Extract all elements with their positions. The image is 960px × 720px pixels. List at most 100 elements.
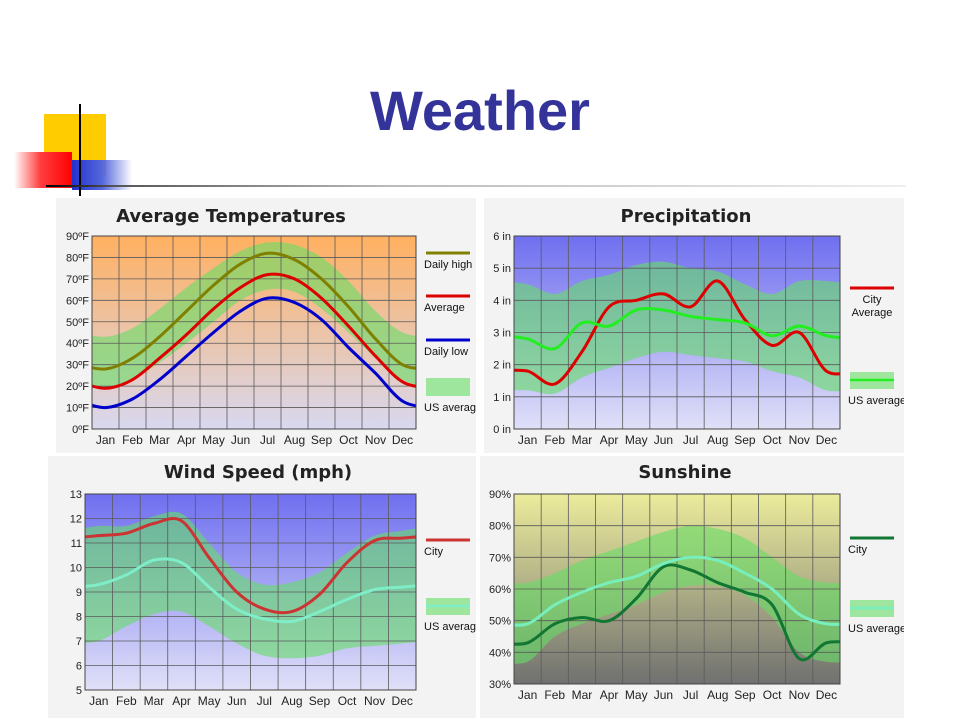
series-line-us-average	[514, 307, 840, 351]
series-point-daily-high	[185, 309, 188, 313]
x-tick-label: May	[625, 688, 648, 702]
series-point-us-average	[553, 603, 557, 607]
series-point-us-average	[607, 324, 611, 328]
x-tick-label: May	[198, 694, 221, 708]
series-line-us-average	[85, 557, 416, 624]
series-point-city	[235, 590, 239, 594]
legend-label: Daily low	[424, 346, 468, 358]
panel-sunshine: Sunshine 30% 40% 50% 60% 70% 80% 90% Jan Feb Mar Ap…	[480, 456, 904, 718]
x-tick-label: Nov	[365, 433, 386, 447]
series-point-us-average	[797, 612, 801, 616]
series-point-us-average	[689, 315, 692, 318]
y-tick-label: 70%	[489, 552, 511, 564]
plot-area	[85, 494, 416, 690]
series-point-city	[97, 534, 101, 538]
series-point-average	[158, 356, 161, 360]
x-tick-label: Jun	[654, 688, 673, 702]
x-tick-label: Jan	[96, 433, 115, 447]
series-point-daily-low	[104, 406, 107, 409]
series-point-daily-low	[401, 399, 404, 403]
y-tick-label: 10	[70, 563, 82, 575]
series-point-city-average	[689, 305, 692, 309]
series-point-daily-low	[131, 397, 134, 401]
series-point-city-average	[580, 350, 584, 354]
series-point-daily-high	[104, 367, 107, 371]
series-point-city-average	[743, 318, 747, 322]
x-tick-label: Jan	[518, 688, 537, 702]
series-point-average	[131, 378, 134, 382]
series-point-daily-high	[347, 305, 350, 309]
series-point-daily-low	[158, 378, 161, 382]
x-tick-label: Jun	[227, 694, 246, 708]
y-tick-label: 80%	[489, 521, 511, 533]
series-point-city	[345, 561, 349, 564]
series-line-average	[92, 272, 416, 390]
series-line-city-average	[514, 279, 840, 386]
series-point-us-average	[345, 597, 349, 601]
series-point-daily-high	[212, 283, 215, 287]
series-point-city	[400, 536, 404, 540]
series-point-us-average	[400, 585, 404, 589]
series-point-daily-low	[374, 371, 377, 375]
series-point-daily-high	[374, 337, 377, 341]
series-point-us-average	[235, 607, 239, 611]
panel-precipitation: Precipitation 0 in 1 in 2 in 3 in 4 in 5 in 6 i…	[484, 198, 904, 453]
x-tick-label: Nov	[789, 688, 810, 702]
y-tick-label: 30%	[489, 679, 511, 691]
series-point-city	[180, 519, 183, 523]
series-point-city-average	[607, 305, 611, 309]
series-point-us-average	[716, 559, 720, 562]
series-point-city	[634, 597, 638, 600]
y-tick-label: 90ºF	[66, 231, 89, 243]
y-tick-label: 3 in	[493, 328, 511, 340]
series-point-us-average	[580, 590, 584, 594]
series-point-city-average	[770, 343, 774, 347]
x-tick-label: Apr	[172, 694, 191, 708]
decor-vertical-line	[79, 104, 81, 196]
legend-label: Average	[424, 302, 465, 314]
y-tick-label: 60ºF	[66, 295, 89, 307]
x-tick-label: Feb	[544, 433, 565, 447]
series-point-average	[347, 324, 350, 328]
x-tick-label: Sep	[311, 433, 333, 447]
plot-frame	[84, 493, 417, 691]
y-tick-label: 20ºF	[66, 381, 89, 393]
chart-title: Sunshine	[638, 462, 731, 483]
legend-label: Average	[852, 307, 893, 319]
series-point-city	[743, 590, 747, 594]
series-point-us-average	[152, 558, 156, 562]
series-point-us-average	[662, 562, 665, 566]
x-tick-label: Jul	[683, 433, 698, 447]
x-tick-label: Aug	[281, 694, 302, 708]
x-tick-label: Nov	[364, 694, 385, 708]
series-point-daily-high	[158, 335, 161, 339]
slide-title: Weather	[370, 79, 590, 142]
legend-label: US average	[848, 623, 904, 635]
chart-title: Average Temperatures	[116, 206, 346, 227]
plot-area	[92, 236, 416, 429]
y-tick-label: 40ºF	[66, 338, 89, 350]
series-point-us-average	[553, 347, 557, 350]
x-tick-label: Dec	[392, 694, 413, 708]
legend-swatch-band	[426, 378, 470, 396]
decor-red-bar	[14, 152, 72, 188]
y-tick-label: 80ºF	[66, 252, 89, 264]
x-tick-label: Dec	[392, 433, 413, 447]
series-point-city	[797, 657, 801, 661]
x-tick-label: Feb	[122, 433, 143, 447]
chart-title: Wind Speed (mph)	[164, 462, 352, 483]
x-tick-label: Sep	[309, 694, 331, 708]
series-point-us-average	[743, 571, 747, 575]
series-point-us-average	[290, 620, 294, 623]
series-point-us-average	[180, 561, 183, 564]
series-point-daily-high	[293, 258, 296, 261]
chart-precipitation: Precipitation 0 in 1 in 2 in 3 in 4 in 5 in 6 i…	[493, 206, 904, 447]
plot-frame	[513, 493, 841, 685]
series-point-average	[266, 273, 269, 276]
series-point-us-average	[716, 318, 720, 322]
plot-area	[514, 236, 840, 429]
y-tick-label: 6 in	[493, 231, 511, 243]
series-point-city-average	[825, 369, 828, 373]
x-tick-label: Oct	[339, 433, 358, 447]
legend-label: Daily high	[424, 259, 472, 271]
